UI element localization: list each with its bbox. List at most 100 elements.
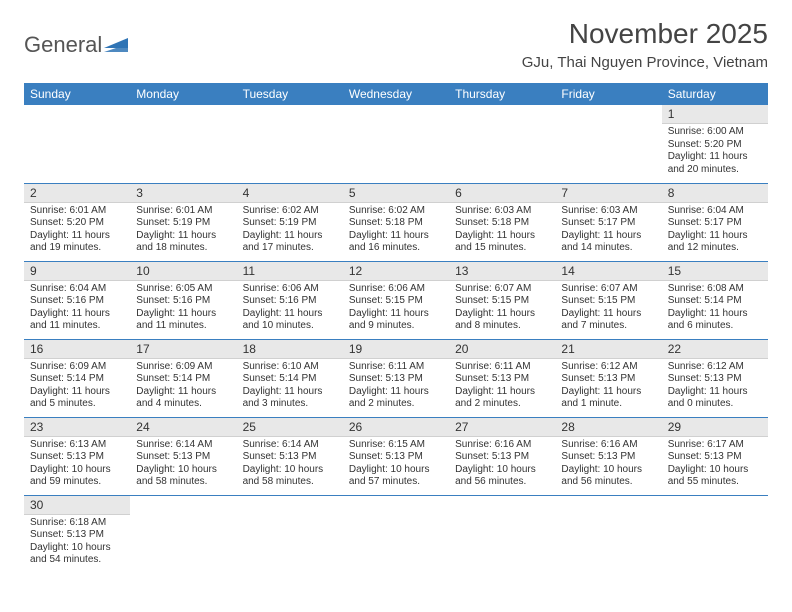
sunrise-line: Sunrise: 6:11 AM: [349, 361, 443, 374]
header: General November 2025 GJu, Thai Nguyen P…: [24, 18, 768, 71]
day-header: Tuesday: [237, 83, 343, 105]
day-number: 18: [237, 340, 343, 359]
day-body: Sunrise: 6:03 AMSunset: 5:17 PMDaylight:…: [555, 203, 661, 259]
sunrise-line: Sunrise: 6:16 AM: [561, 439, 655, 452]
day-header: Saturday: [662, 83, 768, 105]
empty-cell: [24, 105, 130, 183]
day-cell: 15Sunrise: 6:08 AMSunset: 5:14 PMDayligh…: [662, 261, 768, 339]
day-number: 8: [662, 184, 768, 203]
empty-cell: [555, 105, 661, 183]
day-number: 24: [130, 418, 236, 437]
day-number: 1: [662, 105, 768, 124]
day-cell: 13Sunrise: 6:07 AMSunset: 5:15 PMDayligh…: [449, 261, 555, 339]
day-header: Sunday: [24, 83, 130, 105]
sunrise-line: Sunrise: 6:03 AM: [455, 205, 549, 218]
day-cell: 25Sunrise: 6:14 AMSunset: 5:13 PMDayligh…: [237, 417, 343, 495]
sunset-line: Sunset: 5:19 PM: [136, 217, 230, 230]
day-header-row: SundayMondayTuesdayWednesdayThursdayFrid…: [24, 83, 768, 105]
calendar-row: 2Sunrise: 6:01 AMSunset: 5:20 PMDaylight…: [24, 183, 768, 261]
daylight-line: Daylight: 11 hours and 6 minutes.: [668, 308, 762, 333]
sunset-line: Sunset: 5:13 PM: [668, 373, 762, 386]
location-line: GJu, Thai Nguyen Province, Vietnam: [522, 54, 768, 71]
day-number: 27: [449, 418, 555, 437]
daylight-line: Daylight: 10 hours and 56 minutes.: [455, 464, 549, 489]
day-body: Sunrise: 6:05 AMSunset: 5:16 PMDaylight:…: [130, 281, 236, 337]
sunset-line: Sunset: 5:14 PM: [243, 373, 337, 386]
day-number: 7: [555, 184, 661, 203]
day-body: Sunrise: 6:14 AMSunset: 5:13 PMDaylight:…: [130, 437, 236, 493]
day-body: Sunrise: 6:16 AMSunset: 5:13 PMDaylight:…: [449, 437, 555, 493]
daylight-line: Daylight: 11 hours and 11 minutes.: [30, 308, 124, 333]
day-cell: 14Sunrise: 6:07 AMSunset: 5:15 PMDayligh…: [555, 261, 661, 339]
daylight-line: Daylight: 11 hours and 17 minutes.: [243, 230, 337, 255]
calendar-row: 30Sunrise: 6:18 AMSunset: 5:13 PMDayligh…: [24, 495, 768, 573]
sunrise-line: Sunrise: 6:14 AM: [136, 439, 230, 452]
day-body: Sunrise: 6:18 AMSunset: 5:13 PMDaylight:…: [24, 515, 130, 571]
sunset-line: Sunset: 5:17 PM: [668, 217, 762, 230]
day-body: Sunrise: 6:02 AMSunset: 5:18 PMDaylight:…: [343, 203, 449, 259]
sunset-line: Sunset: 5:13 PM: [668, 451, 762, 464]
daylight-line: Daylight: 11 hours and 10 minutes.: [243, 308, 337, 333]
sunrise-line: Sunrise: 6:08 AM: [668, 283, 762, 296]
sunset-line: Sunset: 5:15 PM: [349, 295, 443, 308]
daylight-line: Daylight: 10 hours and 55 minutes.: [668, 464, 762, 489]
day-body: Sunrise: 6:07 AMSunset: 5:15 PMDaylight:…: [449, 281, 555, 337]
day-number: 20: [449, 340, 555, 359]
calendar-table: SundayMondayTuesdayWednesdayThursdayFrid…: [24, 83, 768, 573]
day-number: 5: [343, 184, 449, 203]
day-body: Sunrise: 6:09 AMSunset: 5:14 PMDaylight:…: [130, 359, 236, 415]
day-body: Sunrise: 6:12 AMSunset: 5:13 PMDaylight:…: [555, 359, 661, 415]
daylight-line: Daylight: 10 hours and 58 minutes.: [243, 464, 337, 489]
sunset-line: Sunset: 5:14 PM: [136, 373, 230, 386]
day-number: 25: [237, 418, 343, 437]
day-header: Thursday: [449, 83, 555, 105]
day-number: 12: [343, 262, 449, 281]
title-block: November 2025 GJu, Thai Nguyen Province,…: [522, 18, 768, 71]
day-body: Sunrise: 6:10 AMSunset: 5:14 PMDaylight:…: [237, 359, 343, 415]
sunset-line: Sunset: 5:16 PM: [243, 295, 337, 308]
empty-cell: [662, 495, 768, 573]
sunrise-line: Sunrise: 6:09 AM: [30, 361, 124, 374]
daylight-line: Daylight: 11 hours and 0 minutes.: [668, 386, 762, 411]
empty-cell: [130, 105, 236, 183]
day-number: 10: [130, 262, 236, 281]
day-cell: 16Sunrise: 6:09 AMSunset: 5:14 PMDayligh…: [24, 339, 130, 417]
day-cell: 21Sunrise: 6:12 AMSunset: 5:13 PMDayligh…: [555, 339, 661, 417]
sunrise-line: Sunrise: 6:15 AM: [349, 439, 443, 452]
day-body: Sunrise: 6:06 AMSunset: 5:16 PMDaylight:…: [237, 281, 343, 337]
day-number: 21: [555, 340, 661, 359]
daylight-line: Daylight: 11 hours and 11 minutes.: [136, 308, 230, 333]
sunset-line: Sunset: 5:13 PM: [561, 373, 655, 386]
day-body: Sunrise: 6:17 AMSunset: 5:13 PMDaylight:…: [662, 437, 768, 493]
sunrise-line: Sunrise: 6:00 AM: [668, 126, 762, 139]
day-number: 9: [24, 262, 130, 281]
day-cell: 11Sunrise: 6:06 AMSunset: 5:16 PMDayligh…: [237, 261, 343, 339]
day-number: 13: [449, 262, 555, 281]
day-number: 14: [555, 262, 661, 281]
day-number: 26: [343, 418, 449, 437]
sunset-line: Sunset: 5:19 PM: [243, 217, 337, 230]
sunset-line: Sunset: 5:16 PM: [136, 295, 230, 308]
daylight-line: Daylight: 10 hours and 57 minutes.: [349, 464, 443, 489]
sunset-line: Sunset: 5:13 PM: [455, 373, 549, 386]
sunrise-line: Sunrise: 6:13 AM: [30, 439, 124, 452]
sunset-line: Sunset: 5:14 PM: [30, 373, 124, 386]
daylight-line: Daylight: 11 hours and 5 minutes.: [30, 386, 124, 411]
sunset-line: Sunset: 5:13 PM: [561, 451, 655, 464]
daylight-line: Daylight: 11 hours and 8 minutes.: [455, 308, 549, 333]
day-header: Friday: [555, 83, 661, 105]
day-body: Sunrise: 6:03 AMSunset: 5:18 PMDaylight:…: [449, 203, 555, 259]
day-cell: 22Sunrise: 6:12 AMSunset: 5:13 PMDayligh…: [662, 339, 768, 417]
day-body: Sunrise: 6:11 AMSunset: 5:13 PMDaylight:…: [449, 359, 555, 415]
sunset-line: Sunset: 5:17 PM: [561, 217, 655, 230]
day-cell: 23Sunrise: 6:13 AMSunset: 5:13 PMDayligh…: [24, 417, 130, 495]
sunset-line: Sunset: 5:14 PM: [668, 295, 762, 308]
day-cell: 6Sunrise: 6:03 AMSunset: 5:18 PMDaylight…: [449, 183, 555, 261]
day-number: 28: [555, 418, 661, 437]
day-cell: 29Sunrise: 6:17 AMSunset: 5:13 PMDayligh…: [662, 417, 768, 495]
day-cell: 27Sunrise: 6:16 AMSunset: 5:13 PMDayligh…: [449, 417, 555, 495]
day-number: 17: [130, 340, 236, 359]
logo-flag-icon: [104, 34, 130, 56]
day-cell: 9Sunrise: 6:04 AMSunset: 5:16 PMDaylight…: [24, 261, 130, 339]
day-number: 4: [237, 184, 343, 203]
